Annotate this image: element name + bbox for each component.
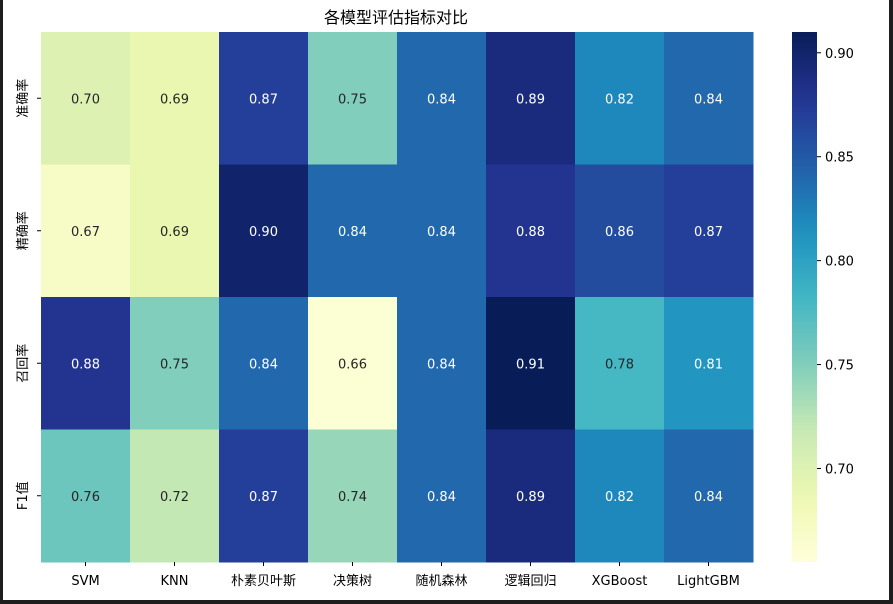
heatmap-cell: [486, 297, 576, 430]
x-tick-label: XGBoost: [592, 574, 648, 589]
x-tick-label: SVM: [71, 574, 99, 589]
heatmap-cell: [130, 297, 220, 430]
heatmap-cell: [308, 429, 398, 563]
colorbar-tick-label: 0.75: [825, 359, 854, 374]
cell-value-label: 0.89: [516, 490, 545, 505]
x-axis: SVM KNN 朴素贝叶斯 决策树 随机森林 逻辑回归 XGBoost LightGBM: [71, 562, 740, 589]
y-tick-label: F1值: [15, 481, 31, 510]
x-tick-label: 随机森林: [415, 574, 467, 589]
cell-value-label: 0.87: [249, 490, 278, 505]
heatmap-cell: [664, 164, 754, 298]
heatmap-cell: [130, 32, 220, 165]
cell-value-label: 0.75: [338, 92, 367, 107]
heatmap-cell: [41, 32, 131, 165]
cell-value-label: 0.82: [605, 92, 634, 107]
heatmap-cell: [130, 429, 220, 563]
y-tick-label: 准确率: [15, 79, 31, 118]
x-tick-label: 逻辑回归: [504, 574, 556, 589]
heatmap-cell: [130, 164, 220, 298]
heatmap-cells: 0.70 0.69 0.87 0.75 0.84 0.89 0.82 0.84 0.67 0.69…: [41, 32, 754, 563]
heatmap-cell: [397, 297, 487, 430]
heatmap-cell: [486, 32, 576, 165]
heatmap-cell: [308, 164, 398, 298]
cell-value-label: 0.86: [605, 225, 634, 240]
cell-value-label: 0.89: [516, 92, 545, 107]
colorbar-gradient: [792, 32, 817, 562]
heatmap-cell: [41, 429, 131, 563]
heatmap-cell: [575, 429, 665, 563]
cell-value-label: 0.90: [249, 225, 278, 240]
heatmap-cell: [219, 32, 309, 165]
cell-value-label: 0.84: [427, 490, 456, 505]
cell-value-label: 0.66: [338, 357, 367, 372]
cell-value-label: 0.84: [694, 490, 723, 505]
cell-value-label: 0.69: [160, 225, 189, 240]
cell-value-label: 0.74: [338, 490, 367, 505]
figure-canvas: 各模型评估指标对比 0.70 0.69 0.87 0.75 0.84 0.89 0.82 0.…: [3, 0, 889, 600]
heatmap-cell: [41, 164, 131, 298]
cell-value-label: 0.84: [338, 225, 367, 240]
heatmap-chart: 各模型评估指标对比 0.70 0.69 0.87 0.75 0.84 0.89 0.82 0.…: [15, 8, 854, 589]
heatmap-cell: [575, 297, 665, 430]
heatmap-cell: [219, 297, 309, 430]
cell-value-label: 0.84: [427, 92, 456, 107]
colorbar-tick-label: 0.70: [825, 462, 854, 477]
colorbar: 0.70 0.75 0.80 0.85 0.90: [792, 32, 854, 562]
cell-value-label: 0.76: [71, 490, 100, 505]
cell-value-label: 0.84: [427, 357, 456, 372]
colorbar-tick-label: 0.85: [825, 151, 854, 166]
chart-title: 各模型评估指标对比: [324, 8, 468, 27]
cell-value-label: 0.67: [71, 225, 100, 240]
cell-value-label: 0.75: [160, 357, 189, 372]
cell-value-label: 0.82: [605, 490, 634, 505]
y-tick-label: 精确率: [15, 211, 31, 250]
heatmap-cell: [308, 297, 398, 430]
heatmap-cell: [664, 297, 754, 430]
cell-value-label: 0.87: [694, 225, 723, 240]
cell-value-label: 0.88: [71, 357, 100, 372]
x-tick-label: KNN: [161, 574, 189, 589]
cell-value-label: 0.70: [71, 92, 100, 107]
cell-value-label: 0.69: [160, 92, 189, 107]
cell-value-label: 0.84: [694, 92, 723, 107]
heatmap-cell: [41, 297, 131, 430]
heatmap-cell: [308, 32, 398, 165]
cell-value-label: 0.72: [160, 490, 189, 505]
heatmap-cell: [664, 32, 754, 165]
colorbar-tick-label: 0.80: [825, 255, 854, 270]
heatmap-cell: [664, 429, 754, 563]
x-tick-label: 朴素贝叶斯: [231, 574, 296, 589]
x-tick-label: 决策树: [333, 573, 372, 589]
heatmap-cell: [486, 164, 576, 298]
cell-value-label: 0.87: [249, 92, 278, 107]
y-tick-label: 召回率: [15, 344, 31, 383]
heatmap-cell: [219, 429, 309, 563]
heatmap-cell: [397, 32, 487, 165]
cell-value-label: 0.78: [605, 357, 634, 372]
cell-value-label: 0.88: [516, 225, 545, 240]
heatmap-cell: [575, 32, 665, 165]
cell-value-label: 0.81: [694, 357, 723, 372]
cell-value-label: 0.84: [249, 357, 278, 372]
heatmap-cell: [486, 429, 576, 563]
heatmap-cell: [575, 164, 665, 298]
x-tick-label: LightGBM: [677, 574, 740, 589]
heatmap-cell: [219, 164, 309, 298]
cell-value-label: 0.84: [427, 225, 456, 240]
cell-value-label: 0.91: [516, 357, 545, 372]
heatmap-cell: [397, 164, 487, 298]
heatmap-cell: [397, 429, 487, 563]
colorbar-tick-label: 0.90: [825, 47, 854, 62]
